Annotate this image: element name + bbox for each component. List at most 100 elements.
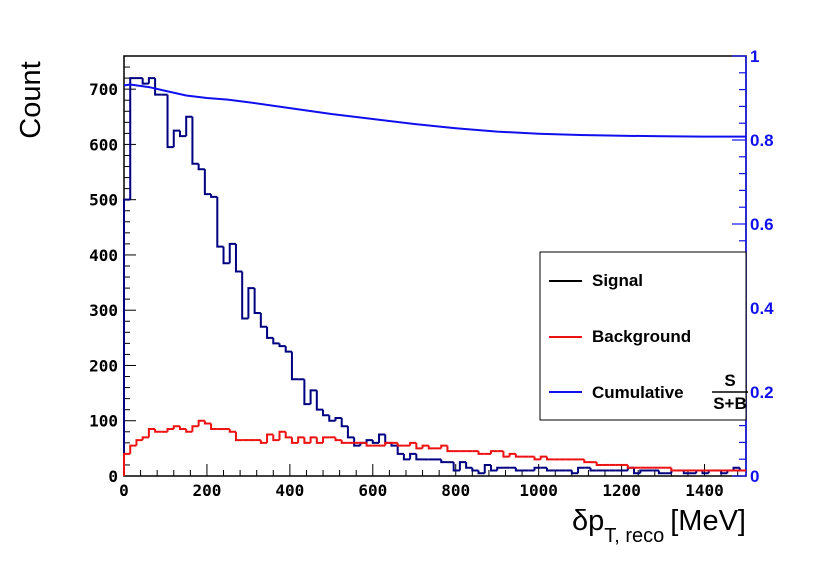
signal-bin <box>222 246 230 265</box>
signal-bin <box>141 78 149 85</box>
legend-fraction-numerator: S <box>724 371 735 390</box>
signal-bin <box>303 379 311 406</box>
background-bin <box>396 442 404 447</box>
y-tick-label: 700 <box>89 80 118 99</box>
legend-fraction-denominator: S+B <box>713 394 747 413</box>
background-bin <box>135 439 143 446</box>
y-tick-label: 300 <box>89 301 118 320</box>
x-tick-label: 400 <box>275 481 304 500</box>
signal-bin <box>315 390 324 411</box>
signal-bin <box>210 194 218 198</box>
background-bin <box>266 433 274 443</box>
signal-bin <box>340 417 348 428</box>
background-bin <box>489 450 498 454</box>
signal-bin <box>570 470 579 475</box>
signal-bin <box>228 242 236 264</box>
background-bin <box>514 453 523 458</box>
signal-bin <box>633 467 641 475</box>
background-bin <box>191 425 199 432</box>
background-bin <box>365 442 373 447</box>
background-bin <box>508 452 516 457</box>
x-tick-label: 1000 <box>519 481 558 500</box>
y2-tick-label: 1 <box>750 47 759 66</box>
background-bin <box>334 437 342 442</box>
signal-bin <box>378 433 386 443</box>
y2-tick-label: 0.6 <box>750 215 774 234</box>
background-bin <box>626 464 635 469</box>
background-bin <box>185 429 193 433</box>
signal-bin <box>284 346 292 353</box>
signal-bin <box>259 312 268 328</box>
signal-bin <box>533 466 541 471</box>
x-tick-label: 1400 <box>685 481 724 500</box>
background-bin <box>259 440 268 444</box>
signal-bin <box>172 129 180 148</box>
x-axis-title: δpT, reco [MeV] <box>572 505 746 547</box>
background-bin <box>322 436 330 443</box>
y2-tick-label: 0.8 <box>750 131 774 150</box>
legend-label-background: Background <box>592 327 691 346</box>
background-bin <box>123 452 131 476</box>
background-bin <box>147 428 156 438</box>
x-tick-label: 0 <box>119 481 129 500</box>
background-bin <box>446 445 454 453</box>
background-bin <box>545 456 554 461</box>
y-tick-label: 100 <box>89 412 118 431</box>
background-bin <box>502 451 510 458</box>
background-bin <box>427 445 435 450</box>
signal-bin <box>353 437 361 447</box>
signal-bin <box>477 470 485 475</box>
signal-bin <box>272 337 280 345</box>
signal-bin <box>197 163 205 171</box>
signal-bin <box>185 115 193 137</box>
y2-tick-label: 0 <box>750 467 759 486</box>
signal-bin <box>396 445 404 455</box>
signal-bin <box>166 94 174 149</box>
signal-bin <box>203 169 212 196</box>
x-axis-title-unit: [MeV] <box>670 505 746 537</box>
signal-bin <box>415 453 423 461</box>
signal-bin <box>322 409 330 417</box>
x-axis-title-main: δp <box>572 505 604 537</box>
x-tick-label: 1200 <box>602 481 641 500</box>
signal-bin <box>452 462 460 472</box>
background-bin <box>477 451 485 455</box>
y-tick-label: 600 <box>89 135 118 154</box>
y-tick-label: 0 <box>108 467 118 486</box>
background-bin <box>203 420 212 425</box>
signal-bin <box>178 130 187 138</box>
background-bin <box>340 440 348 444</box>
background-bin <box>415 442 423 450</box>
x-tick-label: 200 <box>192 481 221 500</box>
background-bin <box>583 459 591 464</box>
signal-bin <box>409 452 417 460</box>
signal-bin <box>471 467 479 472</box>
signal-bin <box>191 116 199 165</box>
background-bin <box>539 455 547 460</box>
signal-bin <box>216 196 224 248</box>
background-bin <box>278 430 286 441</box>
background-bin <box>154 429 162 433</box>
y-tick-label: 200 <box>89 356 118 375</box>
background-bin <box>440 444 448 449</box>
signal-bin <box>241 271 249 320</box>
background-bin <box>272 434 280 442</box>
signal-bin <box>384 434 392 444</box>
signal-bin <box>465 462 473 469</box>
signal-bin <box>657 470 666 475</box>
y2-tick-label: 0.2 <box>750 383 774 402</box>
background-bin <box>228 429 236 433</box>
signal-bin <box>129 77 137 200</box>
background-bin <box>166 428 174 432</box>
background-bin <box>409 441 417 446</box>
signal-bin <box>328 415 336 422</box>
signal-bin <box>371 440 380 444</box>
signal-bin <box>589 467 597 472</box>
signal-bin <box>234 243 243 273</box>
x-axis-title-subscript: T, reco <box>604 525 664 547</box>
background-bin <box>315 437 324 444</box>
y-tick-label: 400 <box>89 246 118 265</box>
background-bin <box>141 436 149 441</box>
signal-bin <box>496 466 504 471</box>
